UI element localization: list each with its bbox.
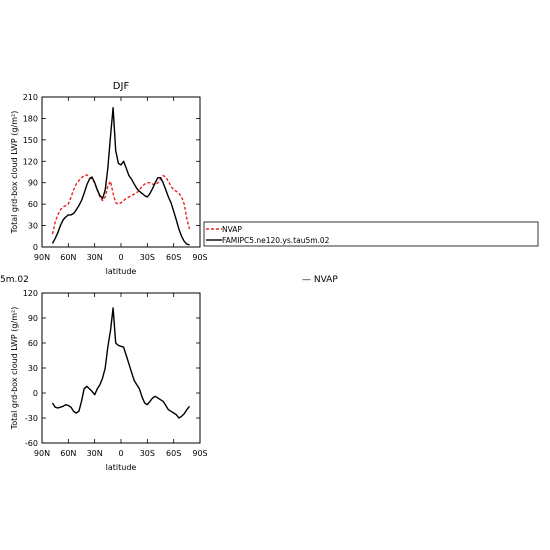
nvap-side-label: — NVAP xyxy=(302,275,338,285)
top-axis-ticks: 90N 60N 30N 0 30S 60S 90S 0 30 60 90 120 150 180 210 xyxy=(23,93,208,262)
bottom-y-tick-label: 60 xyxy=(28,339,38,348)
top-y-tick-label: 120 xyxy=(23,157,38,166)
bottom-series-line-0 xyxy=(51,307,191,419)
bottom-y-tick-label: 0 xyxy=(33,389,38,398)
top-y-tick-label: 150 xyxy=(23,136,38,145)
legend-label-nvap: NVAP xyxy=(222,225,242,234)
bottom-axis-ticks: 90N 60N 30N 0 30S 60S 90S -60 -30 0 30 60 90 120 xyxy=(23,289,208,458)
top-chart-title: DJF xyxy=(113,81,130,92)
bottom-plot-lines xyxy=(51,307,191,419)
top-x-tick-label: 0 xyxy=(118,253,123,262)
top-chart: DJF 90N 60N 30N 0 30S 60S 90S 0 30 60 90 120 150 180 2… xyxy=(10,81,208,276)
bottom-x-tick-label: 90S xyxy=(192,449,207,458)
legend: NVAP FAMIPC5.ne120.ys.tau5m.02 xyxy=(203,221,539,247)
bottom-y-tick-label: 30 xyxy=(28,364,38,373)
top-x-tick-label: 30S xyxy=(140,253,155,262)
bottom-x-tick-label: 30S xyxy=(140,449,155,458)
top-ylabel: Total grd-box cloud LWP (g/m²) xyxy=(10,111,19,235)
bottom-y-tick-label: 120 xyxy=(23,289,38,298)
top-x-tick-label: 30N xyxy=(87,253,103,262)
top-series-line-famipc5-ne120-ys-tau5m-02 xyxy=(51,106,190,246)
cut-off-label: 5m.02 xyxy=(0,275,29,285)
bottom-y-tick-label: -30 xyxy=(25,414,38,423)
top-y-tick-label: 210 xyxy=(23,93,38,102)
legend-label-model: FAMIPC5.ne120.ys.tau5m.02 xyxy=(222,236,330,245)
bottom-y-tick-label: 90 xyxy=(28,314,38,323)
bottom-x-tick-label: 60N xyxy=(60,449,76,458)
bottom-plot-frame xyxy=(41,292,201,444)
top-x-tick-label: 60S xyxy=(166,253,181,262)
bottom-x-tick-label: 30N xyxy=(87,449,103,458)
bottom-chart: 90N 60N 30N 0 30S 60S 90S -60 -30 0 30 60 90 120 lati… xyxy=(10,289,208,472)
top-y-tick-label: 60 xyxy=(28,200,38,209)
top-x-tick-label: 90N xyxy=(34,253,50,262)
bottom-xlabel: latitude xyxy=(106,463,137,472)
bottom-x-tick-label: 0 xyxy=(118,449,123,458)
top-plot-lines xyxy=(51,106,191,246)
top-y-tick-label: 90 xyxy=(28,179,38,188)
bottom-x-tick-label: 90N xyxy=(34,449,50,458)
top-y-tick-label: 0 xyxy=(33,243,38,252)
top-xlabel: latitude xyxy=(106,267,137,276)
legend-box xyxy=(203,221,539,247)
top-y-tick-label: 180 xyxy=(23,114,38,123)
bottom-y-tick-label: -60 xyxy=(25,439,38,448)
bottom-ylabel: Total grd-box cloud LWP (g/m²) xyxy=(10,307,19,431)
bottom-x-tick-label: 60S xyxy=(166,449,181,458)
top-plot-frame xyxy=(41,96,201,248)
top-x-tick-label: 60N xyxy=(60,253,76,262)
top-x-tick-label: 90S xyxy=(192,253,207,262)
top-series-line-nvap xyxy=(51,174,191,235)
top-y-tick-label: 30 xyxy=(28,222,38,231)
